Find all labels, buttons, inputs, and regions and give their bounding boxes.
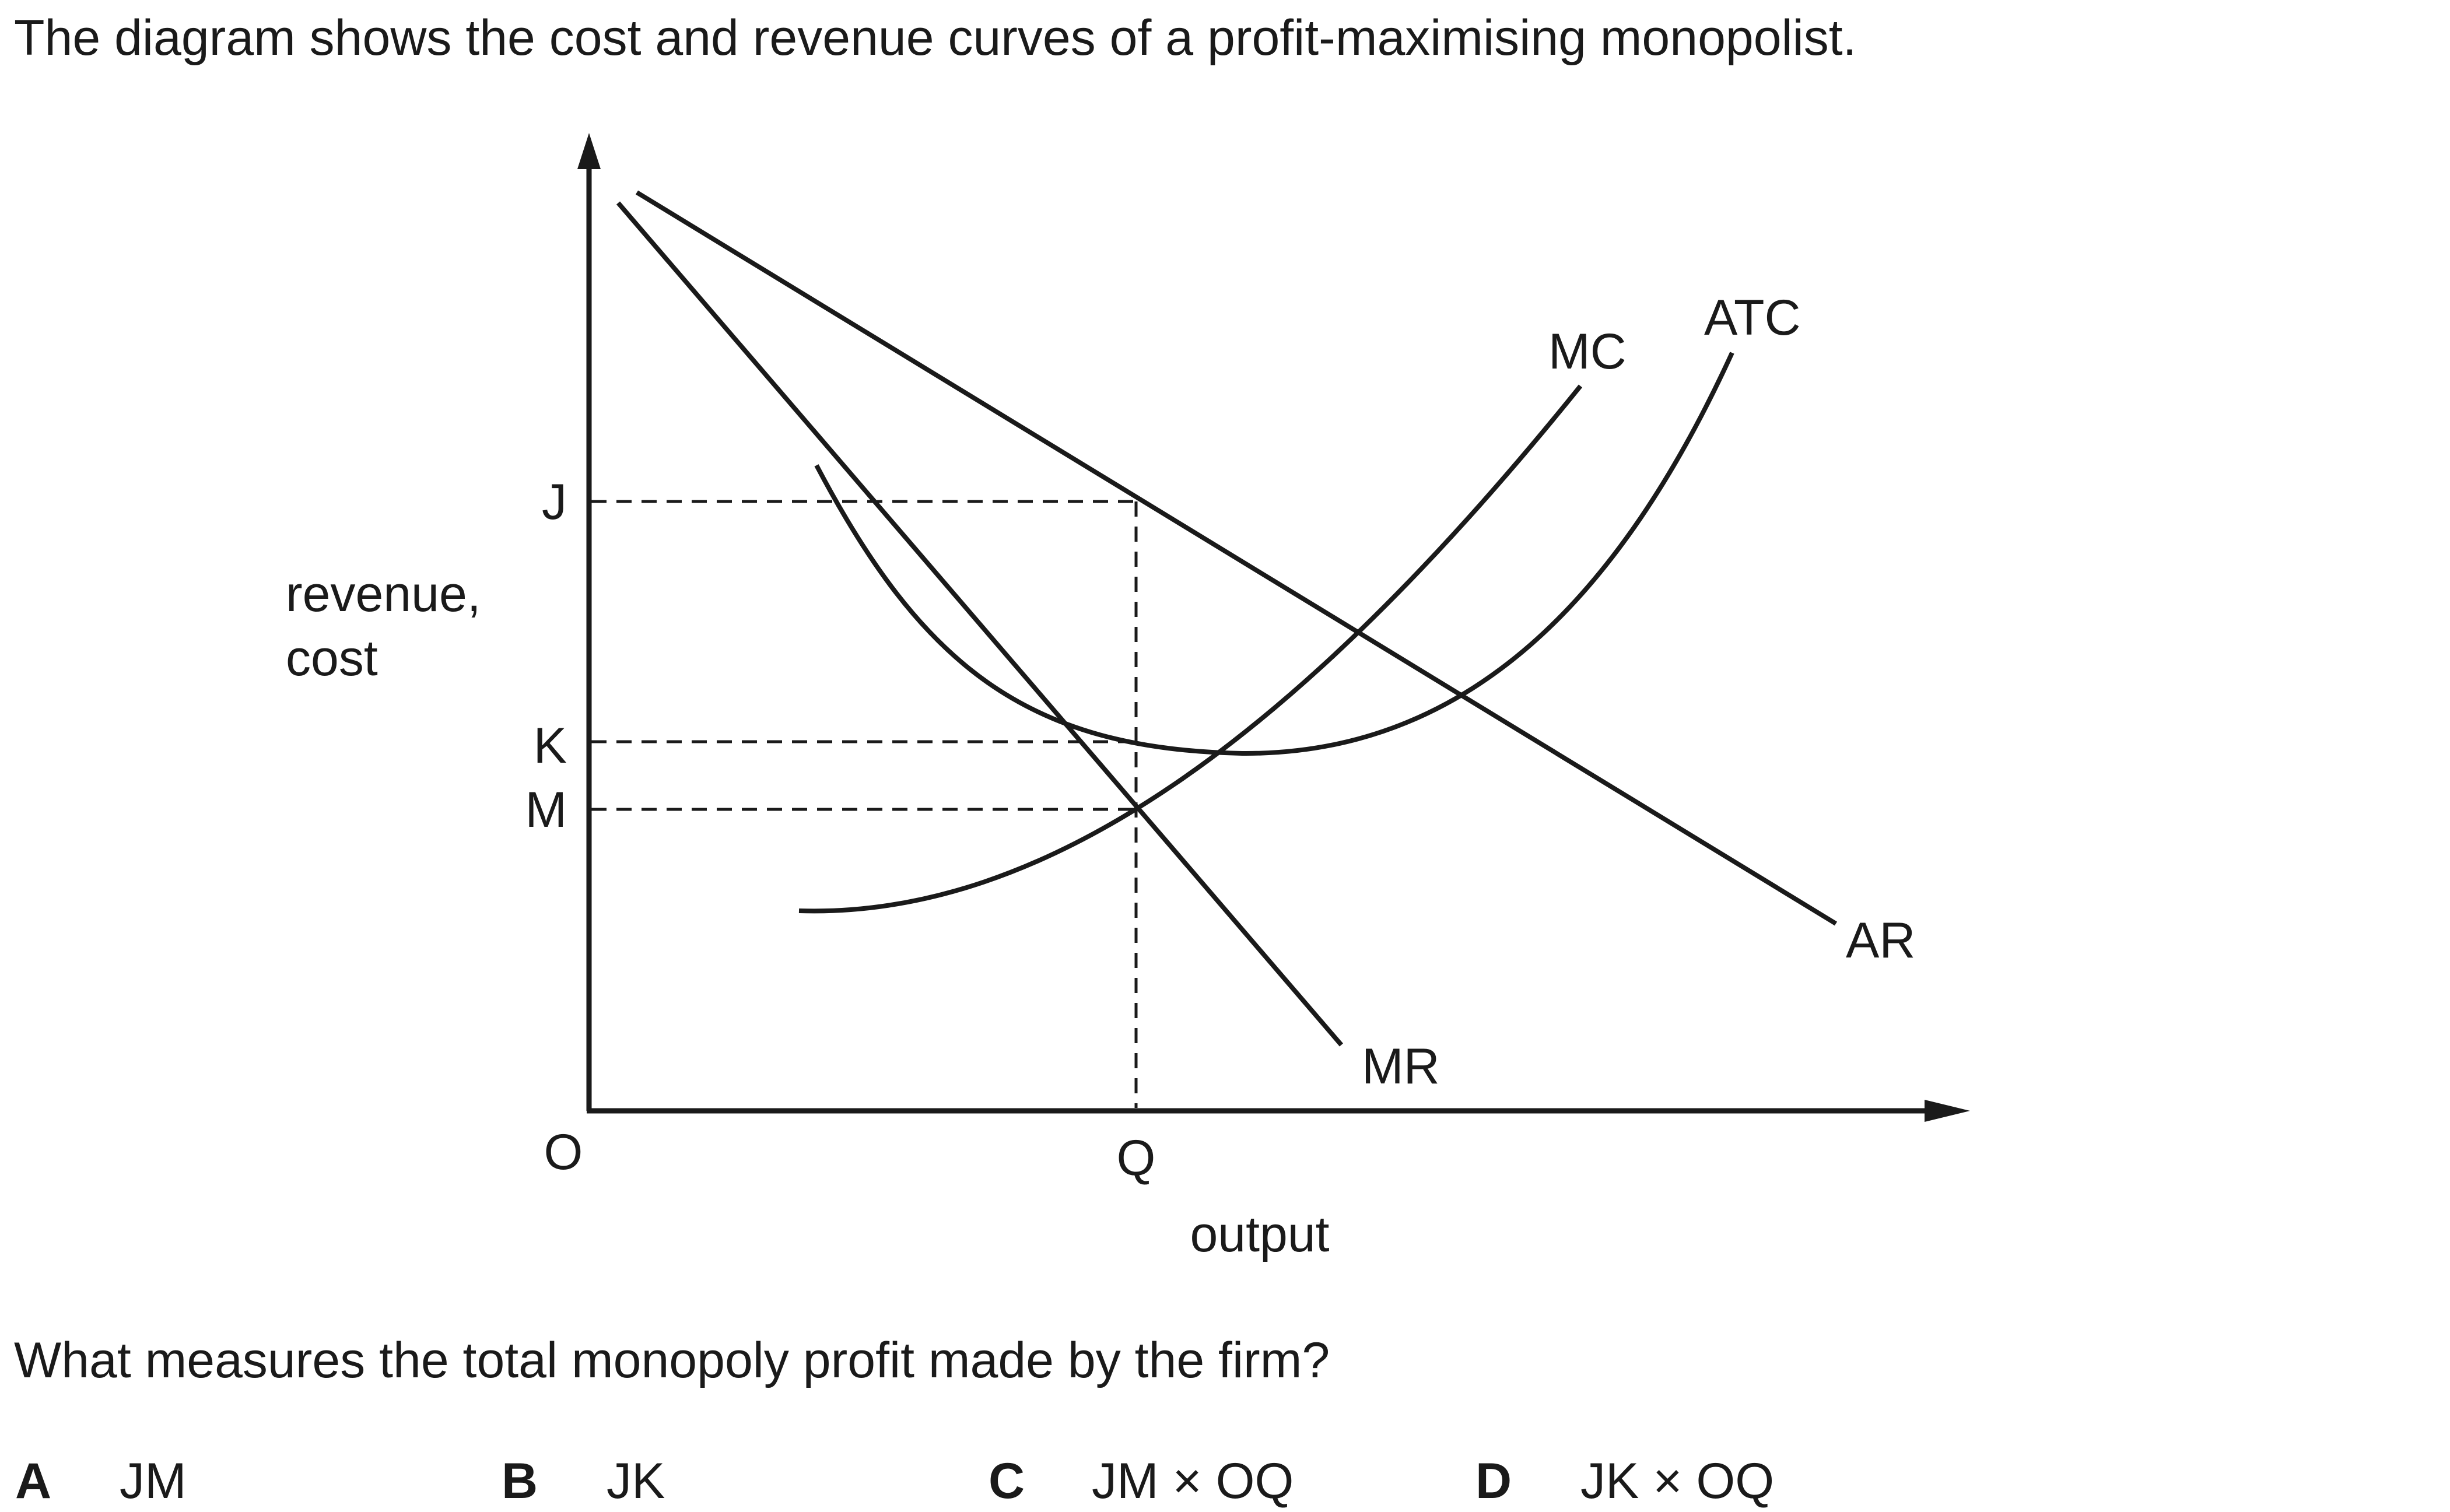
mc-label: MC [1548, 324, 1627, 380]
question-intro: The diagram shows the cost and revenue c… [14, 10, 1857, 66]
x-axis-arrowhead [1925, 1100, 1970, 1122]
ar-curve [635, 190, 1838, 926]
q-label: Q [1117, 1130, 1156, 1186]
m-label: M [525, 782, 567, 838]
x-axis-label: output [1190, 1206, 1329, 1262]
mr-label: MR [1362, 1039, 1440, 1094]
atc-curve [814, 352, 1734, 756]
y-axis-arrowhead [577, 133, 601, 169]
k-label: K [534, 718, 567, 774]
option-c-letter: C [989, 1453, 1025, 1509]
option-d-letter: D [1475, 1453, 1512, 1509]
origin-label: O [544, 1124, 583, 1180]
monopoly-diagram: revenue, cost output O Q J K M MC ATC AR… [286, 133, 1970, 1262]
option-b-letter: B [502, 1453, 538, 1509]
option-d-text: JK × OQ [1580, 1453, 1775, 1509]
atc-label: ATC [1704, 290, 1801, 346]
question-prompt: What measures the total monopoly profit … [14, 1332, 1330, 1388]
mc-curve [798, 384, 1583, 914]
ar-label: AR [1846, 913, 1915, 969]
option-a-letter: A [15, 1453, 52, 1509]
option-c-text: JM × OQ [1092, 1453, 1294, 1509]
mr-curve [616, 201, 1344, 1047]
j-label: J [542, 474, 567, 530]
option-a-text: JM [120, 1453, 187, 1509]
option-b-text: JK [607, 1453, 665, 1509]
y-axis-label-cost: cost [286, 630, 378, 686]
y-axis-label: revenue, [286, 566, 481, 622]
